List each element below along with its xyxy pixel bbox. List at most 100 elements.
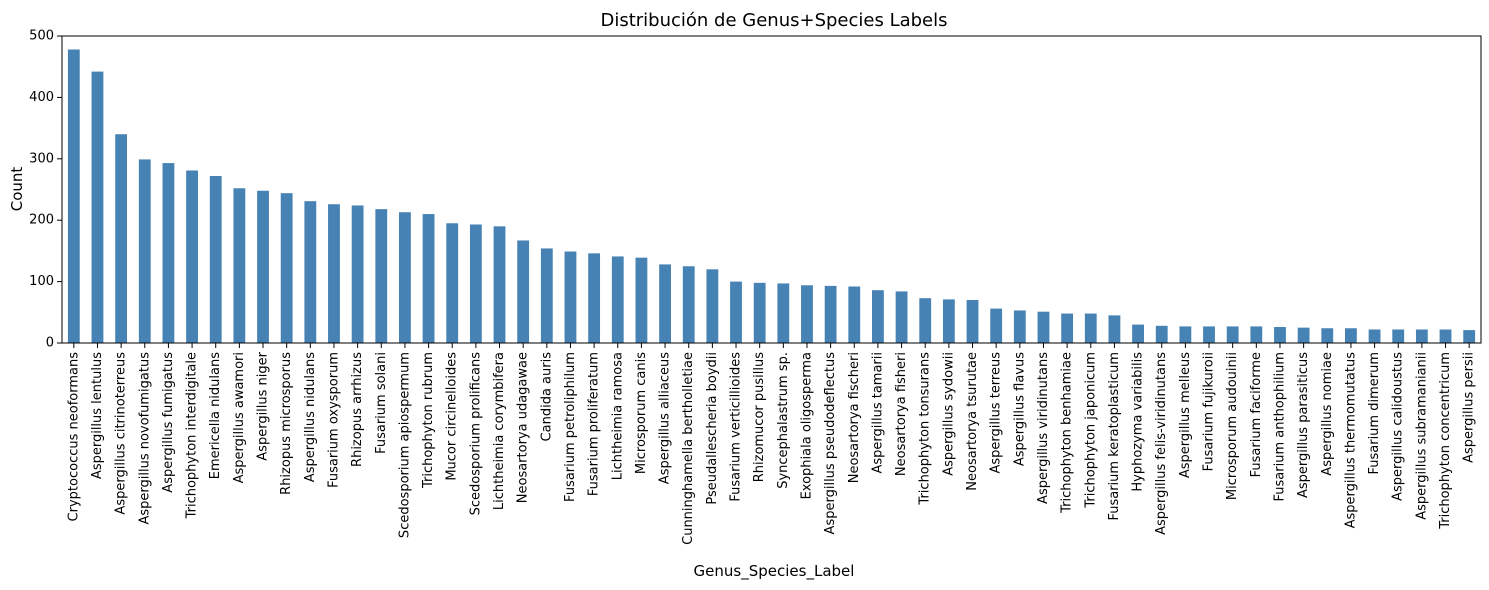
bar	[115, 134, 128, 343]
x-tick-label: Fusarium fujikuroii	[1202, 352, 1217, 471]
x-tick-label: Rhizomucor pusillus	[752, 352, 767, 482]
bar	[1297, 327, 1310, 343]
x-tick-label: Pseudallescheria boydii	[705, 352, 720, 505]
bar	[304, 201, 317, 343]
bar	[1250, 326, 1263, 343]
x-tick-label: Hyphozyma variabilis	[1131, 352, 1146, 492]
bar	[1415, 329, 1428, 343]
bar	[635, 257, 648, 343]
x-tick-label: Aspergillus alliaceus	[658, 352, 673, 484]
y-axis-title: Count	[8, 167, 26, 212]
x-tick-label: Neosartorya fisheri	[894, 352, 909, 476]
bar	[588, 253, 601, 343]
bar	[1061, 313, 1074, 343]
x-tick-label: Aspergillus terreus	[989, 352, 1004, 474]
bar	[233, 188, 246, 343]
x-tick-label: Trichophyton tonsurans	[918, 352, 933, 506]
x-tick-label: Scedosporium prolificans	[468, 352, 483, 516]
bar	[611, 256, 624, 343]
bar	[280, 193, 293, 343]
x-tick-label: Mucor circinelloides	[445, 352, 460, 481]
x-tick-label: Aspergillus sydowii	[941, 352, 956, 476]
x-tick-label: Neosartorya udagawae	[516, 352, 531, 503]
x-tick-label: Microsporum canis	[634, 352, 649, 474]
x-tick-label: Emericella nidulans	[208, 352, 223, 479]
bar	[257, 190, 269, 343]
bar	[1179, 326, 1192, 343]
bar	[517, 240, 530, 343]
bar	[990, 308, 1003, 343]
chart-title: Distribución de Genus+Species Labels	[600, 10, 947, 31]
x-tick-label: Aspergillus awamori	[232, 352, 247, 483]
y-tick-label: 500	[29, 29, 54, 44]
bar	[162, 163, 175, 343]
bar	[138, 159, 151, 343]
bar	[564, 251, 577, 343]
bar	[399, 212, 411, 343]
bar	[824, 285, 837, 343]
x-axis-title: Genus_Species_Label	[694, 562, 855, 581]
x-tick-label: Aspergillus felis-viridinutans	[1154, 352, 1169, 535]
x-tick-label: Trichophyton concentricum	[1438, 352, 1453, 530]
bar	[730, 281, 742, 343]
x-tick-label: Fusarium proliferatum	[587, 352, 602, 496]
y-axis: 0 100 200 300 400 500	[29, 29, 62, 351]
y-tick-label: 200	[29, 213, 54, 228]
bar	[919, 298, 932, 343]
bar	[1368, 329, 1381, 343]
x-tick-label: Aspergillus pseudodeflectus	[823, 352, 838, 535]
x-tick-label: Fusarium keratoplasticum	[1107, 352, 1122, 521]
bar	[966, 300, 979, 343]
x-tick-label: Fusarium verticillioides	[729, 352, 744, 502]
x-tick-label: Aspergillus subramanianii	[1414, 352, 1429, 520]
bar	[659, 264, 671, 343]
x-tick-label: Aspergillus nomiae	[1320, 352, 1335, 476]
x-tick-label: Fusarium petroliphilum	[563, 352, 578, 502]
bar	[67, 49, 80, 343]
y-tick-label: 100	[29, 274, 54, 289]
x-tick-label: Trichophyton interdigitale	[185, 352, 200, 519]
x-tick-label: Aspergillus viridinutans	[1036, 352, 1051, 504]
bar	[1013, 310, 1026, 343]
x-tick-label: Trichophyton japonicum	[1083, 352, 1098, 509]
x-tick-label: Neosartorya tsurutae	[965, 352, 980, 491]
x-tick-label: Aspergillus tamarii	[870, 352, 885, 474]
x-tick-label: Exophiala oligosperma	[799, 352, 814, 499]
x-tick-label: Aspergillus niger	[256, 351, 271, 460]
bar	[91, 71, 104, 344]
bar	[540, 248, 553, 343]
x-tick-label: Candida auris	[539, 352, 554, 442]
bar	[422, 214, 435, 343]
bar	[942, 299, 955, 343]
x-tick-label: Aspergillus fumigatus	[161, 352, 176, 493]
x-tick-label: Fusarium anthophilium	[1272, 352, 1287, 501]
bar	[1155, 325, 1168, 343]
bar	[1439, 329, 1452, 343]
x-tick-label: Cryptococcus neoformans	[66, 352, 81, 522]
bar	[1226, 326, 1239, 343]
bar	[1084, 313, 1097, 343]
bar	[777, 283, 790, 343]
x-tick-label: Aspergillus persii	[1462, 352, 1477, 463]
bar	[1345, 328, 1357, 343]
bar	[186, 170, 198, 343]
bars-layer	[67, 49, 1476, 344]
x-tick-label: Aspergillus citrinoterreus	[114, 352, 129, 515]
x-tick-label: Aspergillus melleus	[1178, 352, 1193, 478]
x-tick-label: Trichophyton benhamiae	[1060, 352, 1075, 514]
bar	[1274, 327, 1286, 343]
x-axis: Cryptococcus neoformans Aspergillus lentu…	[66, 343, 1477, 545]
bar	[1321, 328, 1334, 343]
bar	[872, 290, 884, 343]
x-tick-label: Aspergillus parasiticus	[1296, 352, 1311, 498]
bar	[493, 226, 506, 343]
x-tick-label: Aspergillus lentulus	[90, 352, 105, 479]
bar	[328, 204, 340, 343]
y-tick-label: 300	[29, 151, 54, 166]
bar	[848, 286, 861, 343]
bar	[209, 175, 222, 343]
x-tick-label: Aspergillus calidoustus	[1391, 352, 1406, 501]
x-tick-label: Aspergillus nidulans	[303, 352, 318, 482]
